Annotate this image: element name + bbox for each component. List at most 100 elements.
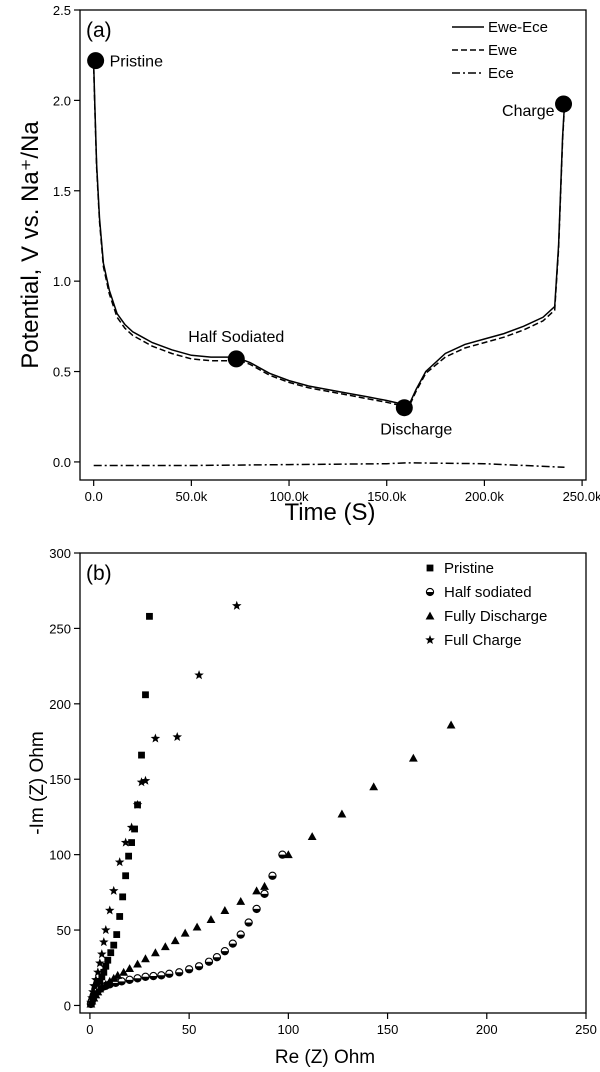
series-line-ewe-ece bbox=[92, 64, 566, 407]
data-point-fully-discharge bbox=[97, 982, 107, 991]
panel-a-y-axis-title: Potential, V vs. Na⁺/Na bbox=[17, 121, 44, 369]
data-point-pristine bbox=[110, 941, 118, 949]
data-point-full-charge bbox=[99, 937, 109, 947]
data-point-half-sodiated bbox=[268, 871, 277, 880]
data-point-fully-discharge bbox=[220, 906, 230, 914]
panel-b-x-tick-label: 0 bbox=[86, 1022, 93, 1037]
data-point-fully-discharge bbox=[369, 782, 379, 791]
data-point-full-charge bbox=[101, 925, 111, 935]
legend-label-full-charge: Full Charge bbox=[444, 632, 522, 649]
data-point-half-sodiated bbox=[204, 957, 214, 966]
data-point-half-sodiated bbox=[244, 918, 253, 927]
panel-a-x-tick-label: 200.0k bbox=[465, 489, 505, 504]
data-point-fully-discharge bbox=[113, 970, 123, 979]
legend-label-fully-discharge: Fully Discharge bbox=[444, 608, 547, 625]
legend-marker-fully-discharge bbox=[425, 611, 435, 620]
panel-b-y-tick-label: 150 bbox=[49, 772, 71, 787]
panel-a-y-tick-label: 0.0 bbox=[53, 455, 71, 470]
legend-label-half-sodiated: Half sodiated bbox=[444, 584, 532, 601]
panel-a-y-tick-label: 2.5 bbox=[53, 3, 71, 18]
panel-a-state-markers: Pristine Half Sodiated Discharge Charge bbox=[87, 52, 573, 439]
data-point-pristine bbox=[146, 612, 153, 620]
data-point-pristine bbox=[113, 931, 121, 938]
data-point-half-sodiated bbox=[165, 969, 174, 978]
data-point-fully-discharge bbox=[151, 948, 160, 957]
data-point-full-charge bbox=[105, 905, 115, 915]
data-point-full-charge bbox=[120, 837, 131, 847]
legend-label-ewe: Ewe bbox=[488, 42, 517, 59]
panel-b-y-tick-label: 0 bbox=[64, 998, 71, 1013]
panel-a-legend: Ewe-Ece Ewe Ece bbox=[452, 19, 548, 82]
panel-b-legend: Pristine Half sodiated Fully Discharge Full… bbox=[425, 560, 547, 649]
panel-a-y-tick-label: 2.0 bbox=[53, 93, 71, 108]
panel-a-x-tick-label: 50.0k bbox=[175, 489, 207, 504]
series-line-ece bbox=[93, 462, 565, 469]
data-point-pristine bbox=[142, 691, 149, 699]
data-point-full-charge bbox=[89, 980, 99, 990]
panel-b-y-tick-label: 250 bbox=[49, 621, 71, 636]
data-point-pristine bbox=[122, 872, 130, 880]
panel-a-y-tick-label: 0.5 bbox=[53, 365, 71, 380]
data-point-full-charge bbox=[140, 775, 151, 785]
data-point-full-charge bbox=[136, 777, 147, 787]
data-point-half-sodiated bbox=[212, 953, 222, 962]
data-point-half-sodiated bbox=[252, 904, 261, 914]
data-point-pristine bbox=[138, 751, 145, 759]
state-label-discharge: Discharge bbox=[380, 422, 452, 439]
data-point-full-charge bbox=[97, 949, 107, 959]
panel-a-series-lines bbox=[92, 64, 566, 469]
panel-a-y-tick-label: 1.0 bbox=[53, 274, 71, 289]
data-point-pristine bbox=[131, 825, 138, 833]
panel-b-plot-frame bbox=[79, 552, 587, 1014]
data-point-full-charge bbox=[91, 974, 101, 984]
data-point-half-sodiated bbox=[133, 974, 142, 983]
data-point-full-charge bbox=[194, 670, 204, 680]
data-point-half-sodiated bbox=[194, 962, 204, 971]
legend-marker-pristine bbox=[426, 564, 434, 572]
data-point-full-charge bbox=[93, 967, 103, 977]
data-point-fully-discharge bbox=[141, 954, 150, 963]
data-point-fully-discharge bbox=[160, 942, 170, 951]
legend-label-pristine: Pristine bbox=[444, 560, 494, 577]
data-point-half-sodiated bbox=[141, 972, 150, 981]
data-point-pristine bbox=[94, 981, 102, 989]
data-point-fully-discharge bbox=[109, 973, 119, 982]
data-point-fully-discharge bbox=[337, 809, 347, 818]
data-point-full-charge bbox=[232, 600, 242, 610]
panel-a-x-tick-label: 100.0k bbox=[270, 489, 310, 504]
legend-label-ewe-ece: Ewe-Ece bbox=[488, 19, 548, 36]
data-point-half-sodiated bbox=[149, 971, 158, 981]
data-point-fully-discharge bbox=[105, 976, 115, 985]
data-point-fully-discharge bbox=[192, 922, 202, 931]
data-point-fully-discharge bbox=[206, 915, 216, 924]
panel-a-axis-ticks: 0.0 50.0k 100.0k 150.0k 200.0k 250.0k 0.0 0.5 1.… bbox=[53, 3, 600, 504]
data-point-fully-discharge bbox=[133, 959, 142, 968]
legend-marker-full-charge bbox=[425, 635, 435, 645]
data-point-pristine bbox=[96, 977, 104, 985]
panel-b-x-tick-label: 250 bbox=[575, 1022, 597, 1037]
data-point-pristine bbox=[128, 839, 135, 846]
data-point-half-sodiated bbox=[157, 971, 166, 980]
data-point-half-sodiated bbox=[175, 968, 184, 977]
data-point-pristine bbox=[107, 949, 115, 957]
data-point-full-charge bbox=[114, 857, 125, 867]
data-point-half-sodiated bbox=[260, 889, 269, 899]
panel-a-x-tick-label: 250.0k bbox=[563, 489, 600, 504]
data-point-fully-discharge bbox=[119, 967, 129, 976]
state-marker-half-sodiated bbox=[227, 350, 245, 368]
data-point-fully-discharge bbox=[446, 720, 456, 729]
panel-b-x-tick-label: 100 bbox=[278, 1022, 300, 1037]
data-point-full-charge bbox=[87, 992, 97, 1002]
panel-b-x-tick-label: 150 bbox=[377, 1022, 399, 1037]
data-point-full-charge bbox=[172, 732, 182, 742]
data-point-full-charge bbox=[88, 986, 98, 996]
panel-a-x-axis-title: Time (S) bbox=[284, 499, 375, 526]
data-point-fully-discharge bbox=[125, 964, 135, 973]
panel-b-y-axis-title: -Im (Z) Ohm bbox=[27, 731, 48, 834]
data-point-full-charge bbox=[132, 799, 143, 809]
data-point-full-charge bbox=[108, 885, 119, 895]
data-point-half-sodiated bbox=[236, 930, 245, 939]
data-point-pristine bbox=[116, 913, 124, 920]
panel-b-nyquist-plot: (b) Re (Z) Ohm -Im (Z) Ohm 0 50 100 150 200 2… bbox=[27, 546, 597, 1068]
